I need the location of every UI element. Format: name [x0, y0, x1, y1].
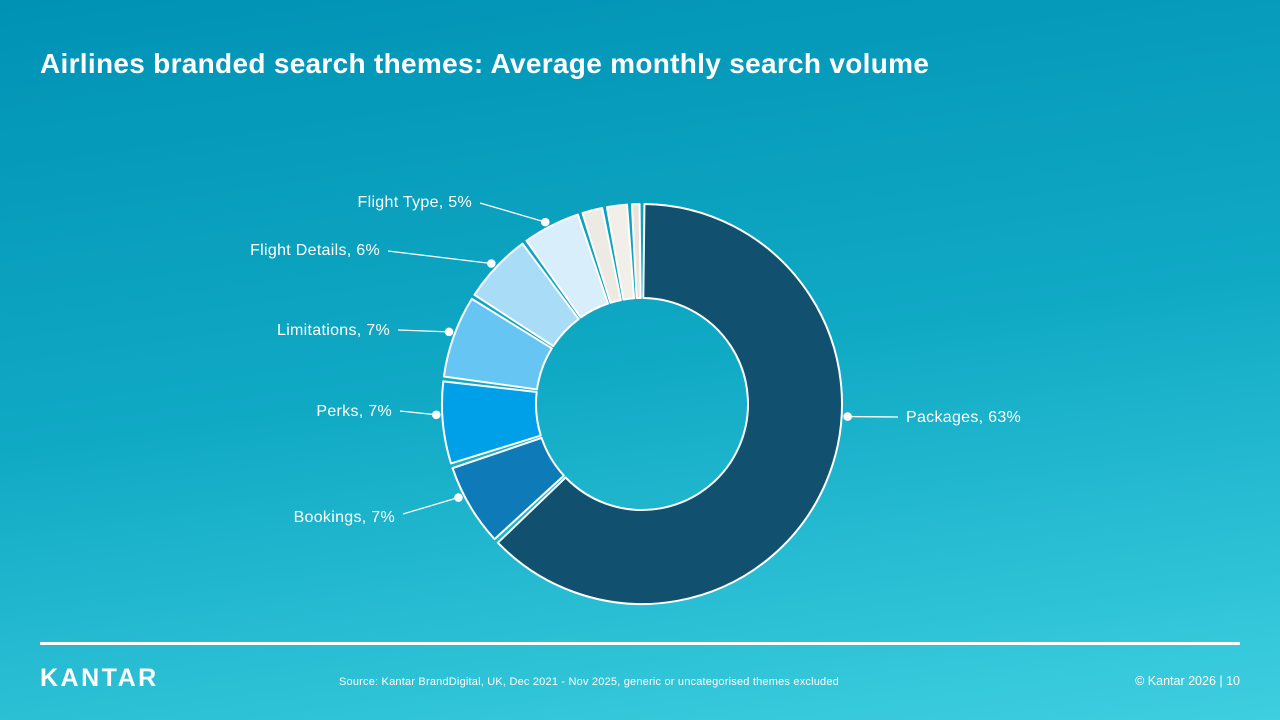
page-number: © Kantar 2026 | 10 [1135, 674, 1240, 688]
footer-divider [40, 642, 1240, 645]
donut-segment-packages [496, 203, 843, 605]
segment-label-flight-type: Flight Type, 5% [358, 194, 472, 211]
segment-label-flight-details: Flight Details, 6% [250, 242, 380, 259]
leader-dot-bookings [454, 493, 463, 502]
page-title: Airlines branded search themes: Average … [40, 48, 930, 79]
segment-label-perks: Perks, 7% [316, 403, 392, 420]
donut-segment-other [605, 203, 636, 301]
leader-dot-flight-type [540, 217, 550, 227]
donut-segment-other [630, 203, 642, 300]
donut-segment-other [581, 207, 622, 304]
donut-segment-flight-details [473, 242, 580, 348]
segment-label-bookings: Bookings, 7% [294, 509, 395, 526]
leader-dot-limitations [444, 327, 454, 337]
leader-line-flight-details [387, 250, 492, 265]
donut-segment-flight-type [525, 213, 610, 319]
kantar-logo: KANTAR [40, 664, 159, 692]
leader-line-perks [399, 410, 437, 416]
donut-segment-perks [441, 380, 542, 465]
leader-dot-packages [843, 412, 852, 421]
leader-line-limitations [397, 329, 450, 333]
source-text: Source: Kantar BrandDigital, UK, Dec 202… [338, 676, 840, 688]
leader-line-flight-type [479, 202, 546, 223]
segment-label-packages: Packages, 63% [906, 409, 1021, 426]
donut-segment-limitations [442, 297, 553, 391]
donut-segment-bookings [451, 436, 565, 541]
leader-line-bookings [402, 496, 459, 515]
segment-label-limitations: Limitations, 7% [277, 322, 390, 339]
leader-dot-perks [431, 410, 441, 420]
leader-dot-flight-details [487, 259, 496, 268]
